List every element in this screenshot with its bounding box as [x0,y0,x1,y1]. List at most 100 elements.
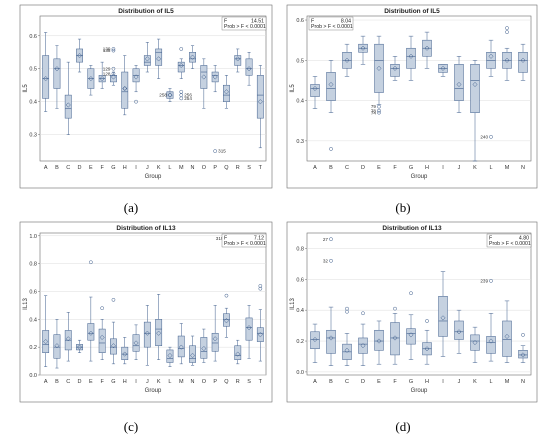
box-R [234,48,242,73]
x-tick-label: R [236,165,240,171]
x-tick-label: N [191,379,195,385]
box-I [438,64,448,77]
box-B [326,306,336,366]
box-iqr [132,334,140,352]
panel-frame [286,4,538,189]
x-tick-label: B [329,379,333,385]
box-E [374,35,384,105]
x-tick-label: C [345,165,349,171]
box-Q [223,307,230,338]
box-iqr [245,317,253,341]
mean-marker [88,76,94,82]
mean-marker [424,45,430,51]
x-tick-label: G [111,379,115,385]
box-iqr [245,58,253,76]
x-tick-label: F [393,165,397,171]
x-tick-label: Q [224,165,229,171]
outlier-label: 139 [103,47,111,52]
x-tick-label: P [213,165,217,171]
mean-marker [392,335,398,341]
outlier-point [224,293,229,298]
outlier-point [179,96,184,101]
x-tick-label: D [361,165,365,171]
mean-marker [408,332,414,338]
box-L [486,313,496,362]
box-O [200,328,208,363]
outlier-label: 135 [103,48,111,53]
x-tick-label: N [191,165,195,171]
box-iqr [223,84,230,102]
box-B [53,319,61,369]
box-E [87,296,95,362]
prob-value: Prob > F < 0.0001 [311,24,353,30]
x-tick-label: B [55,379,59,385]
x-tick-label: I [442,379,444,385]
mean-marker [156,330,162,336]
outlier-point [111,47,116,51]
y-axis-label: IL5 [290,84,296,93]
mean-marker [144,330,150,336]
box-iqr [256,327,264,342]
outlier-point [111,66,116,71]
mean-marker [360,45,366,51]
box-C [342,43,352,77]
box-iqr [143,321,151,348]
plot-area [39,15,267,162]
mean-marker [312,336,318,343]
box-N [518,43,528,81]
box-iqr [53,58,61,89]
box-iqr [211,71,219,83]
mean-marker [144,56,150,62]
box-iqr [518,350,528,359]
x-tick-label: E [377,165,381,171]
box-A [310,76,320,109]
x-tick-label: I [135,379,137,385]
x-tick-label: K [473,379,477,385]
box-T [256,65,264,149]
mean-marker [328,335,334,341]
mean-marker [212,336,218,342]
mean-marker [122,351,128,357]
x-tick-label: K [157,165,161,171]
mean-marker [178,344,184,350]
outlier-label: 240 [480,134,488,139]
outlier-point [425,319,429,323]
x-tick-label: A [313,165,317,171]
outlier-point [521,333,525,337]
box-iqr [53,334,61,359]
mean-marker [360,343,366,349]
box-iqr [211,332,219,352]
f-label: F [489,236,492,242]
x-tick-label: Q [224,379,229,385]
x-tick-label: G [409,379,413,385]
mean-marker [223,318,230,324]
mean-marker [472,340,478,346]
box-H [121,337,129,365]
box-iqr [143,55,151,66]
x-tick-label: J [458,165,461,171]
outlier-point [89,260,93,265]
x-tick-label: N [521,379,525,385]
outlier-point [258,286,263,291]
outlier-label: 32 [323,258,329,263]
box-N [518,345,528,363]
mean-marker [235,56,241,62]
x-tick-label: H [123,165,127,171]
f-value: 8.04 [341,19,351,25]
outlier-label: 129 [103,66,111,71]
box-iqr [256,75,264,119]
outlier-point [329,258,333,263]
x-tick-label: D [78,379,82,385]
x-tick-label: I [442,165,444,171]
plot-area [39,232,267,376]
box-iqr [64,94,72,119]
box-iqr [166,349,174,363]
x-tick-label: E [377,379,381,385]
box-P [211,305,219,362]
x-axis-label: Group [411,388,428,394]
mean-marker [133,74,139,80]
x-tick-label: K [473,165,477,171]
box-N [189,45,196,69]
mean-marker [488,338,494,344]
mean-marker [246,325,252,331]
